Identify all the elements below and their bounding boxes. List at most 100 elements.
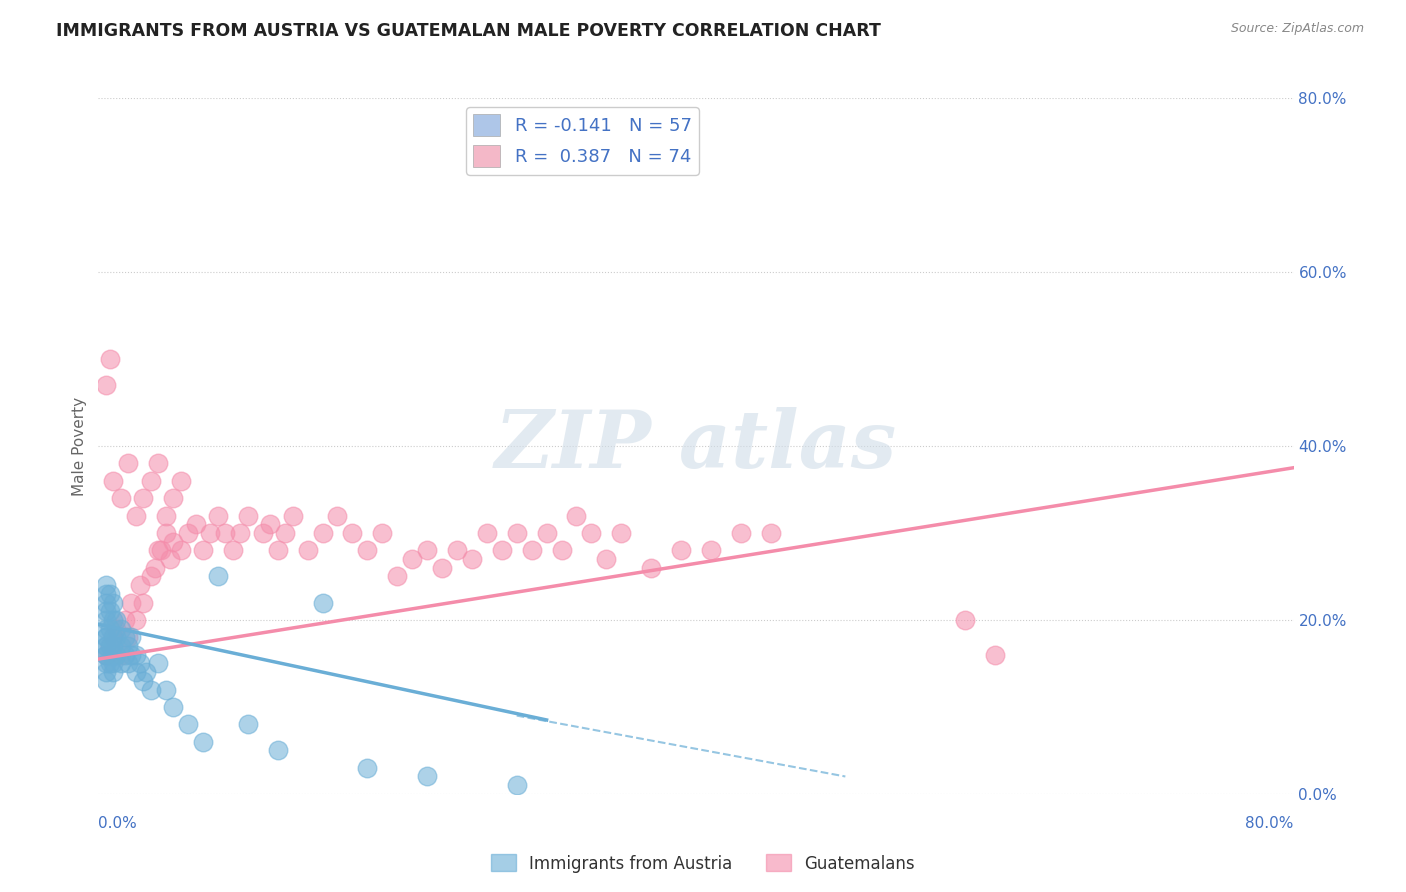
Point — [200, 525, 222, 540]
Point — [110, 622, 132, 636]
Point — [110, 657, 132, 671]
Point — [222, 543, 245, 558]
Legend: R = -0.141   N = 57, R =  0.387   N = 74: R = -0.141 N = 57, R = 0.387 N = 74 — [465, 107, 699, 175]
Point — [984, 648, 1007, 662]
Point — [105, 648, 128, 662]
Y-axis label: Male Poverty: Male Poverty — [72, 396, 87, 496]
Point — [94, 673, 117, 688]
Point — [114, 630, 136, 644]
Point — [416, 769, 439, 784]
Point — [342, 525, 364, 540]
Point — [953, 613, 976, 627]
Point — [125, 508, 148, 523]
Point — [356, 761, 378, 775]
Point — [103, 665, 125, 680]
Point — [155, 682, 177, 697]
Point — [385, 569, 409, 583]
Point — [267, 543, 290, 558]
Point — [94, 648, 117, 662]
Point — [103, 596, 125, 610]
Point — [94, 622, 117, 636]
Point — [207, 569, 229, 583]
Point — [94, 657, 117, 671]
Point — [132, 491, 155, 505]
Point — [117, 639, 139, 653]
Text: 80.0%: 80.0% — [1246, 816, 1294, 831]
Point — [150, 543, 173, 558]
Point — [139, 569, 162, 583]
Point — [125, 613, 148, 627]
Point — [94, 639, 117, 653]
Point — [520, 543, 543, 558]
Point — [155, 508, 177, 523]
Point — [94, 665, 117, 680]
Point — [252, 525, 274, 540]
Point — [143, 561, 166, 575]
Point — [159, 552, 181, 566]
Point — [103, 630, 125, 644]
Point — [416, 543, 439, 558]
Point — [100, 351, 122, 366]
Point — [169, 543, 191, 558]
Point — [550, 543, 572, 558]
Text: 0.0%: 0.0% — [98, 816, 138, 831]
Point — [461, 552, 484, 566]
Text: ZIP atlas: ZIP atlas — [495, 408, 897, 484]
Point — [105, 630, 128, 644]
Point — [274, 525, 297, 540]
Point — [103, 648, 125, 662]
Point — [401, 552, 423, 566]
Point — [446, 543, 468, 558]
Point — [297, 543, 319, 558]
Point — [117, 630, 139, 644]
Point — [100, 639, 122, 653]
Point — [177, 525, 200, 540]
Point — [105, 622, 128, 636]
Point — [110, 648, 132, 662]
Point — [730, 525, 752, 540]
Point — [94, 604, 117, 618]
Point — [120, 630, 142, 644]
Point — [177, 717, 200, 731]
Point — [565, 508, 588, 523]
Legend: Immigrants from Austria, Guatemalans: Immigrants from Austria, Guatemalans — [485, 847, 921, 880]
Point — [162, 699, 184, 714]
Point — [100, 587, 122, 601]
Point — [236, 508, 259, 523]
Point — [162, 534, 184, 549]
Point — [94, 596, 117, 610]
Point — [94, 648, 117, 662]
Point — [610, 525, 633, 540]
Point — [125, 665, 148, 680]
Point — [129, 657, 152, 671]
Point — [281, 508, 304, 523]
Point — [103, 613, 125, 627]
Point — [236, 717, 259, 731]
Point — [103, 639, 125, 653]
Point — [148, 456, 170, 471]
Point — [506, 525, 529, 540]
Point — [191, 543, 214, 558]
Point — [155, 525, 177, 540]
Point — [371, 525, 394, 540]
Point — [214, 525, 236, 540]
Point — [117, 456, 139, 471]
Point — [581, 525, 603, 540]
Point — [139, 682, 162, 697]
Point — [700, 543, 723, 558]
Point — [506, 778, 529, 792]
Point — [162, 491, 184, 505]
Point — [191, 735, 214, 749]
Point — [94, 630, 117, 644]
Point — [94, 378, 117, 392]
Point — [120, 596, 142, 610]
Point — [259, 517, 281, 532]
Point — [139, 474, 162, 488]
Point — [105, 613, 128, 627]
Point — [184, 517, 207, 532]
Point — [110, 639, 132, 653]
Point — [94, 613, 117, 627]
Point — [267, 743, 290, 757]
Point — [100, 604, 122, 618]
Point — [135, 665, 157, 680]
